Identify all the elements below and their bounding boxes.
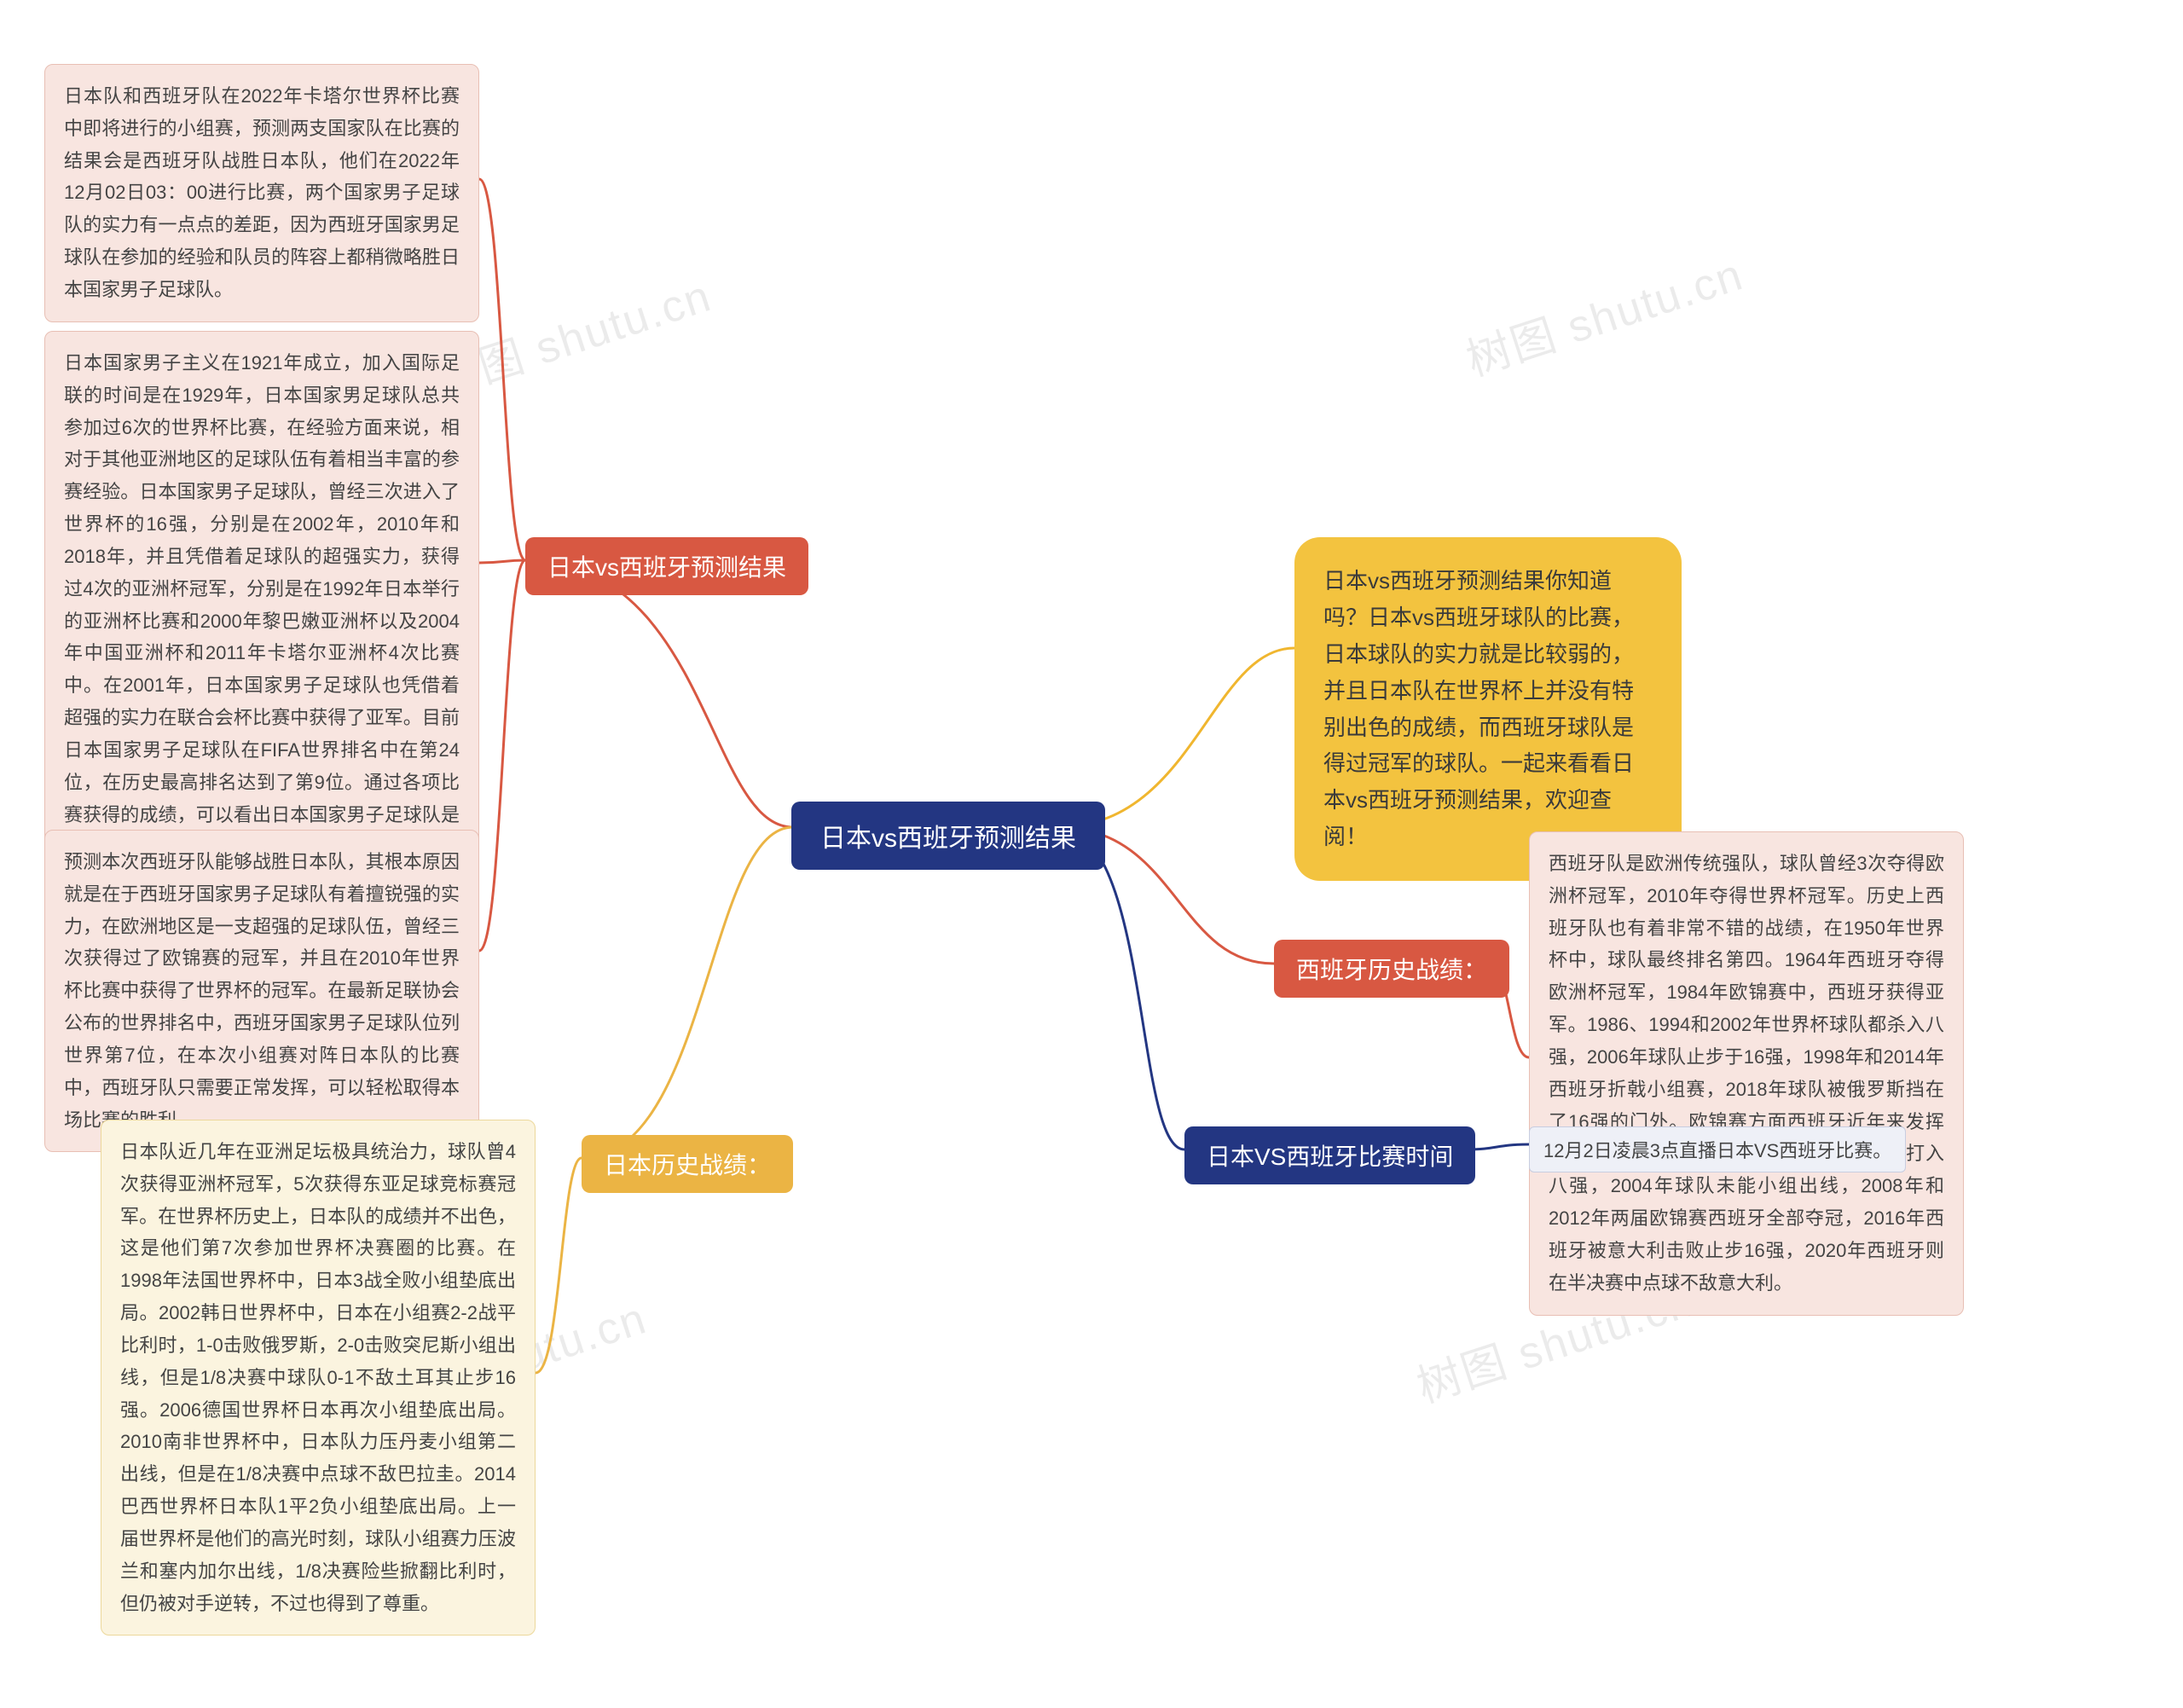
leaf-japan-history: 日本队近几年在亚洲足坛极具统治力，球队曾4次获得亚洲杯冠军，5次获得东亚足球竞标… <box>101 1120 536 1636</box>
leaf-match-time: 12月2日凌晨3点直播日本VS西班牙比赛。 <box>1529 1126 1906 1172</box>
leaf-spain-history: 西班牙队是欧洲传统强队，球队曾经3次夺得欧洲杯冠军，2010年夺得世界杯冠军。历… <box>1529 831 1964 1316</box>
leaf-prediction-3: 预测本次西班牙队能够战胜日本队，其根本原因就是在于西班牙国家男子足球队有着擅锐强… <box>44 830 479 1152</box>
branch-japan-history[interactable]: 日本历史战绩： <box>582 1135 793 1193</box>
center-node[interactable]: 日本vs西班牙预测结果 <box>791 802 1105 870</box>
leaf-prediction-1: 日本队和西班牙队在2022年卡塔尔世界杯比赛中即将进行的小组赛，预测两支国家队在… <box>44 64 479 322</box>
watermark: 树图 shutu.cn <box>1457 239 1751 388</box>
branch-spain-history[interactable]: 西班牙历史战绩： <box>1274 940 1509 998</box>
intro-node: 日本vs西班牙预测结果你知道吗？日本vs西班牙球队的比赛，日本球队的实力就是比较… <box>1294 537 1682 881</box>
branch-prediction-result[interactable]: 日本vs西班牙预测结果 <box>525 537 808 595</box>
branch-match-time[interactable]: 日本VS西班牙比赛时间 <box>1184 1126 1475 1184</box>
